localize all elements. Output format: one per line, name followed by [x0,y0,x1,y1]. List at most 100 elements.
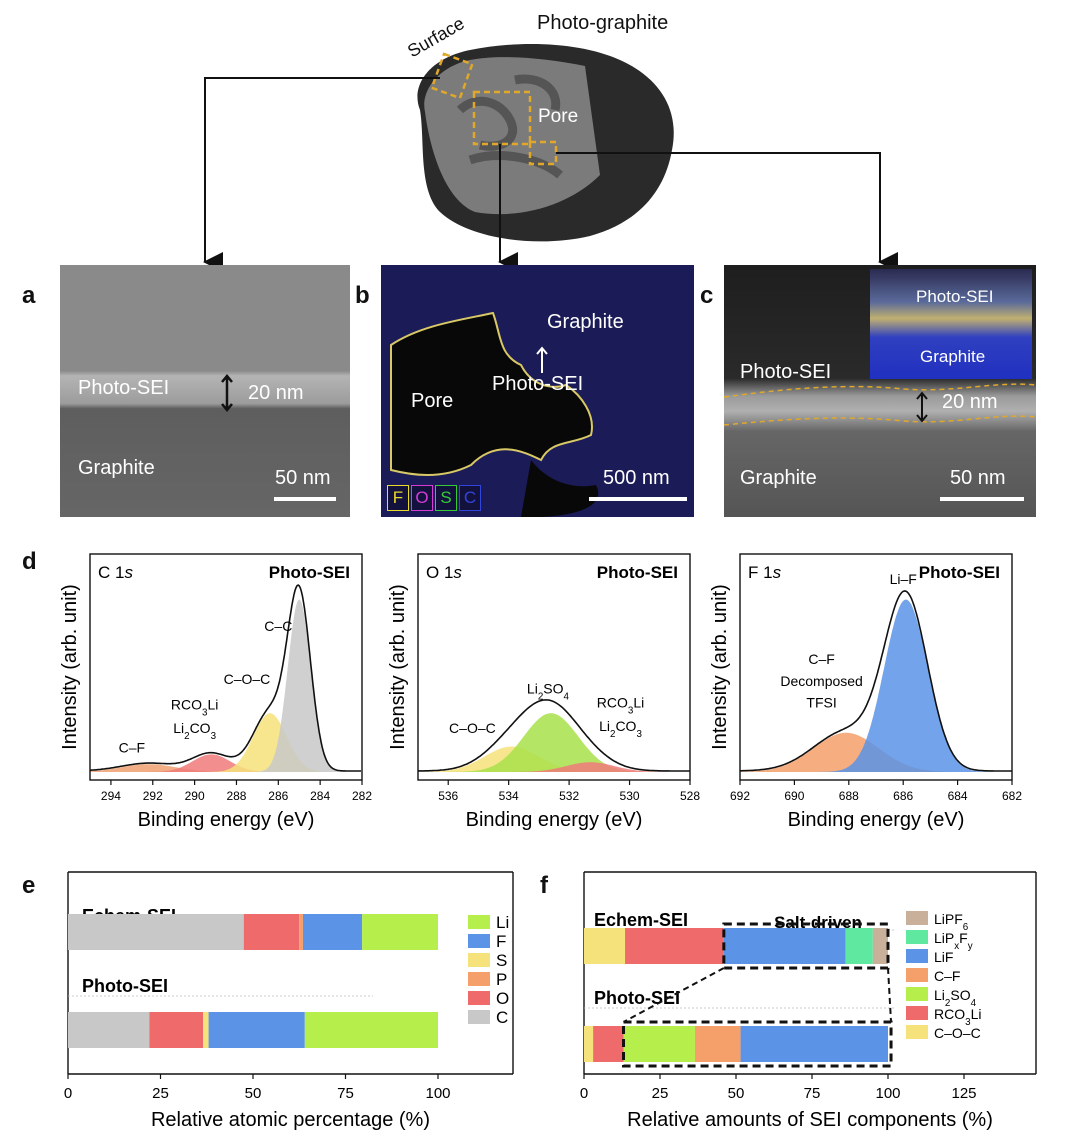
legend-label: P [496,970,507,989]
c-scale-label: 50 nm [950,467,1006,489]
xps-envelope-2 [740,590,1012,772]
panel-c-letter: c [700,282,714,309]
xps-tick-label: 286 [268,789,288,803]
element-swatch-O: O [411,485,433,511]
xps-peak-label: Decomposed [780,673,863,689]
c-thickness-label: 20 nm [942,391,998,413]
bar-category-label: Echem-SEI [594,910,688,930]
xps-peak-label: C–C [264,618,292,634]
xps-tick-label: 684 [948,789,968,803]
panel-d-letter: d [22,548,37,575]
bar-segment-RCO₃Li [625,928,724,964]
xps-tick-label: 536 [438,789,458,803]
xps-peak-label: RCO3Li [597,694,644,716]
panel-b-letter: b [355,282,370,309]
bar-segment-LiPₓFᵧ [845,928,873,964]
xps-tick-label: 530 [620,789,640,803]
a-graphite-label: Graphite [78,457,155,479]
legend-label: C [496,1008,508,1027]
xps-tick-label: 290 [185,789,205,803]
bar-xlabel: Relative amounts of SEI components (%) [627,1109,993,1131]
b-graphite-label: Graphite [547,311,624,333]
xps-tick-label: 294 [101,789,121,803]
a-thickness-arrow [221,374,233,412]
xps-tag: Photo-SEI [597,563,678,582]
panel-a-letter: a [22,282,36,309]
panel-e-letter: e [22,872,36,899]
pore-region [390,311,593,476]
legend-label: LiPxFy [934,930,973,952]
haadf-image-c: Photo-SEI Graphite Photo-SEI 20 nm Graph… [724,265,1036,517]
legend-swatch [906,930,928,944]
legend-label: LiPF6 [934,911,969,933]
xps-tick-label: 690 [784,789,804,803]
xps-xlabel: Binding energy (eV) [788,809,965,831]
xps-frame-2 [739,553,1013,781]
b-scale-bar [589,497,687,501]
bar-tick-label: 25 [652,1085,669,1102]
legend-swatch-Li [468,915,490,929]
element-swatch-C: C [459,485,481,511]
legend-swatch [906,987,928,1001]
xps-peak-1-2 [418,762,690,772]
legend-label: S [496,951,507,970]
graphite-box [528,140,558,166]
xps-peak-0-0 [90,764,362,772]
a-scale-label: 50 nm [275,467,331,489]
legend-label: Li2SO4 [934,987,977,1009]
b-pore-label: Pore [411,390,454,412]
legend-label: O [496,989,509,1008]
element-swatch-F: F [387,485,409,511]
xps-ylabel: Intensity (arb. unit) [59,584,81,750]
xps-core-label: O 1s [426,563,462,582]
a-sei-label: Photo-SEI [78,377,170,399]
legend-label: C–F [934,968,960,984]
bar-xlabel: Relative atomic percentage (%) [151,1109,430,1131]
legend-label: F [496,932,506,951]
legend-swatch [906,949,928,963]
c-scale-bar [940,497,1024,501]
xps-tick-label: 288 [226,789,246,803]
legend-label: C–O–C [934,1025,981,1041]
graphite-schematic [203,44,898,265]
c-inset-sei-label: Photo-SEI [916,287,994,306]
c-inset-graphite-label: Graphite [920,347,986,366]
xps-tick-label: 292 [143,789,163,803]
bar-segment-O [243,914,300,950]
bar-tick-label: 0 [64,1085,72,1102]
xps-ylabel: Intensity (arb. unit) [387,584,409,750]
bar-segment-O [149,1012,204,1048]
arrow-to-a [203,77,440,265]
xps-tick-label: 692 [730,789,750,803]
bar-segment-F [302,914,363,950]
bar-segment-F [208,1012,305,1048]
b-scale-label: 500 nm [603,467,670,489]
xps-peak-label: C–O–C [224,671,271,687]
bar-tick-label: 50 [245,1085,262,1102]
bar-segment-C–F [694,1026,741,1062]
panel-f-letter: f [540,872,548,899]
xps-tick-label: 686 [893,789,913,803]
c-graphite-label: Graphite [740,467,817,489]
bar-segment-Li [304,1012,438,1048]
legend-swatch [906,1025,928,1039]
bar-tick-label: 100 [875,1085,900,1102]
bar-tick-label: 25 [152,1085,169,1102]
echem-salt-box [722,922,890,970]
xps-plot-0: 294 292 290 288 286 284 282 C 1s Photo-SEI C–C C–O… [59,553,372,831]
xps-frame-0 [89,553,363,781]
legend-swatch-C [468,1010,490,1024]
legend-label: LiF [934,949,953,965]
xps-peak-label: C–F [808,651,834,667]
bar-tick-label: 75 [804,1085,821,1102]
bar-segment-C [68,1012,150,1048]
bar-segment-Li₂SO₄ [623,1026,695,1062]
bar-segment-C [68,914,244,950]
a-thickness-label: 20 nm [248,382,304,404]
photo-salt-box [622,1020,893,1068]
xps-envelope-1 [418,699,690,772]
xps-frame-1 [417,553,691,781]
